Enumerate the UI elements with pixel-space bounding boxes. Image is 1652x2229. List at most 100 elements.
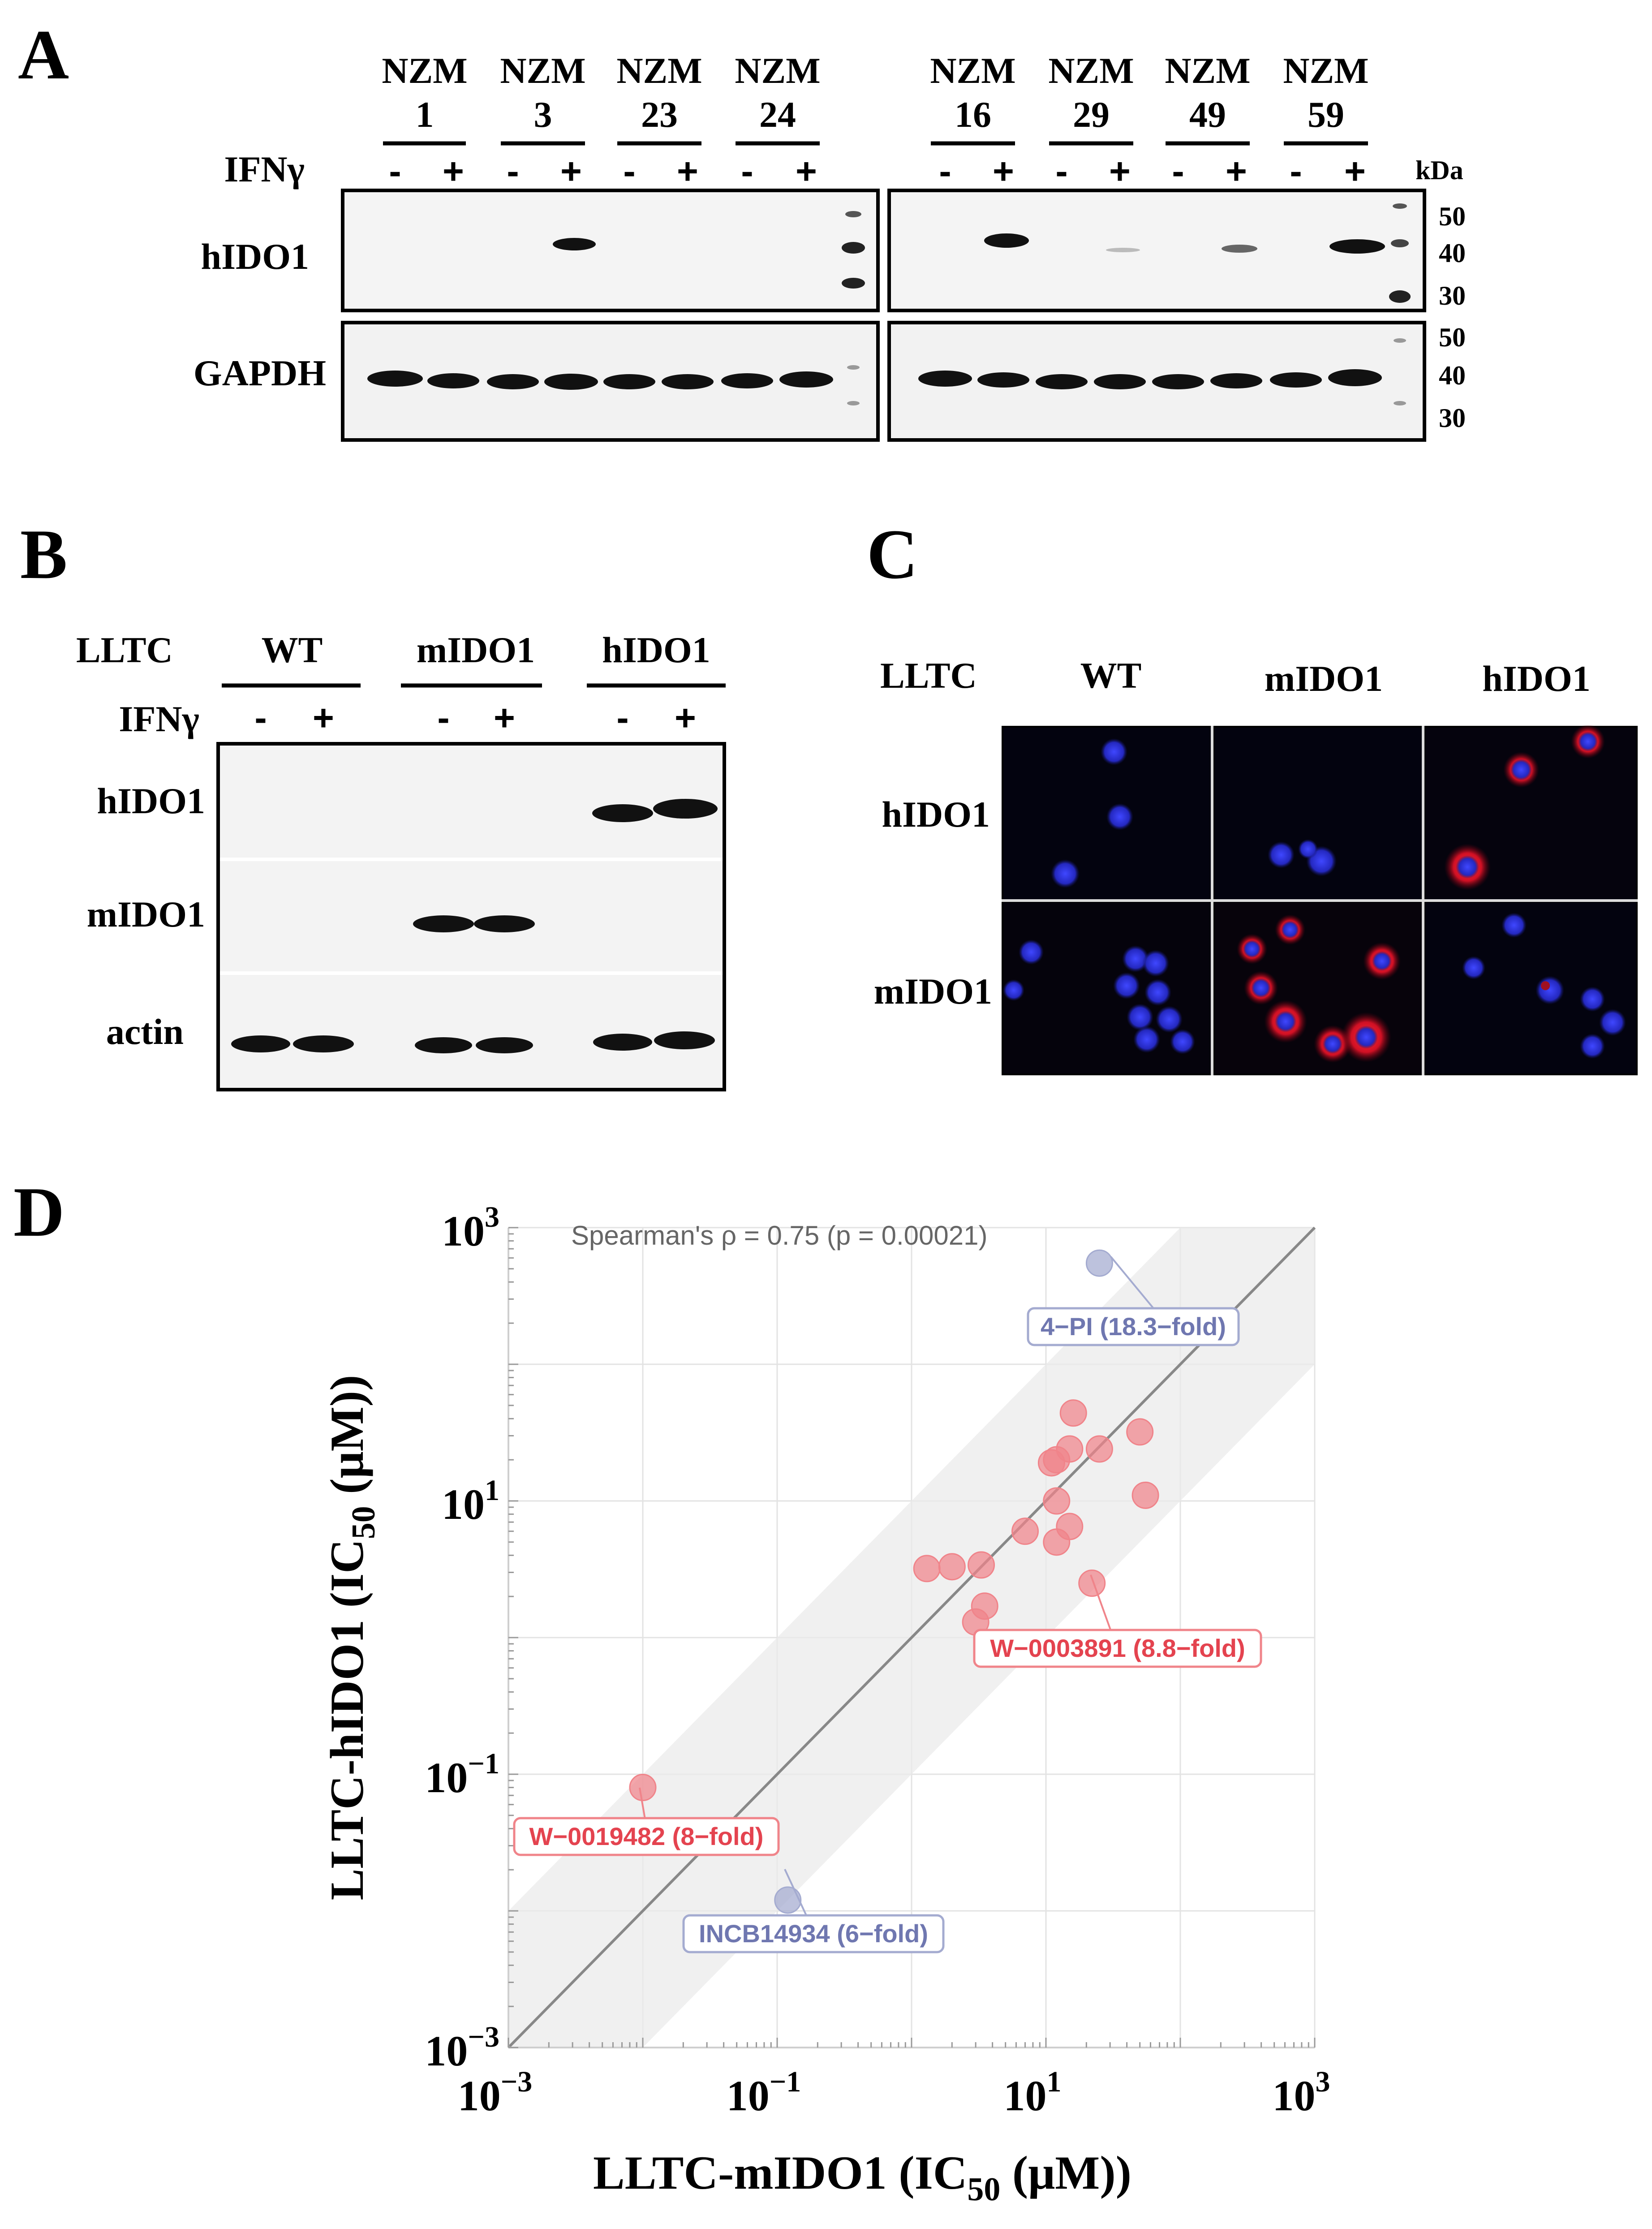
x-tick-exponent: 1 <box>1047 2065 1062 2098</box>
compound-point <box>1059 1399 1087 1427</box>
ifn-minus: - <box>1290 151 1302 192</box>
lane-header-nzm-23: NZM 23 <box>616 50 702 135</box>
compound-point <box>1126 1418 1154 1446</box>
spearman-annotation: Spearman's ρ = 0.75 (p = 0.00021) <box>571 1220 988 1250</box>
callout-label: INCB14934 (6−fold) <box>699 1919 928 1948</box>
y-tick-base: 10 <box>442 1207 485 1255</box>
compound-point <box>913 1555 941 1582</box>
x-tick-exponent: 3 <box>1316 2065 1330 2098</box>
y-axis-label-main: LLTC-hIDO1 (IC <box>321 1539 373 1900</box>
lane-header-text: NZM <box>382 50 467 91</box>
row-label-actin: actin <box>106 1011 184 1052</box>
cells-hido1-mido1 <box>1462 913 1626 1059</box>
lane-header-number: 24 <box>759 94 796 135</box>
ifn-minus: - <box>1172 151 1184 192</box>
y-tick-label: 10−3 <box>425 2021 499 2075</box>
lane-header-text: NZM <box>930 50 1015 91</box>
blot-panel-b <box>216 742 726 1091</box>
x-tick-base: 10 <box>1273 2072 1316 2120</box>
panel-b: B LLTC WT mIDO1 hIDO1 IFNγ - + - + - + hIDO1 … <box>20 515 726 1091</box>
y-axis-label: LLTC-hIDO1 (IC50 (μM)) <box>321 1375 382 1901</box>
y-axis-label-unit: (μM)) <box>321 1375 373 1506</box>
mw-marker: 50 <box>1439 323 1466 352</box>
cells-mido1-mido1 <box>1237 914 1401 1063</box>
row-label-hido1: hIDO1 <box>97 780 205 821</box>
ifn-plus: + <box>560 151 582 192</box>
ifn-treatment-markers: - + - + - + - + - + - + - + - + <box>389 151 1366 192</box>
lane-header-nzm-29: NZM 29 <box>1048 50 1134 135</box>
y-tick-exponent: 1 <box>485 1474 499 1507</box>
kda-label: kDa <box>1415 155 1463 185</box>
ifn-plus: + <box>677 151 698 192</box>
lane-header-number: 1 <box>416 94 434 135</box>
compound-point <box>938 1553 966 1581</box>
ifn-gamma-label: IFNγ <box>224 149 305 190</box>
ifn-plus: + <box>313 698 334 738</box>
x-axis-label-subscript: 50 <box>967 2171 1000 2208</box>
ifn-minus: - <box>1055 151 1067 192</box>
mw-marker: 50 <box>1439 202 1466 231</box>
ifn-gamma-label: IFNγ <box>119 698 199 739</box>
cell-line-label: LLTC <box>880 655 977 696</box>
column-header-mido1: mIDO1 <box>1265 658 1383 699</box>
x-tick-base: 10 <box>458 2072 501 2120</box>
lane-header-number: 49 <box>1189 94 1226 135</box>
lane-header-nzm-16: NZM 16 <box>930 50 1015 135</box>
ifn-plus: + <box>796 151 817 192</box>
ifn-minus: - <box>741 151 753 192</box>
blot-hido1-left <box>341 189 880 312</box>
group-header-mido1: mIDO1 <box>417 629 535 670</box>
micrograph-grid <box>1002 724 1638 1075</box>
panel-c: C LLTC WT mIDO1 hIDO1 hIDO1 mIDO1 <box>867 515 1638 1075</box>
y-tick-label: 103 <box>442 1201 499 1255</box>
gapdh-bands <box>367 369 1382 390</box>
panel-label-c: C <box>867 515 918 594</box>
reference-point <box>774 1886 802 1914</box>
data-points <box>629 1249 1159 1914</box>
callout-incb14934: INCB14934 (6−fold) <box>682 1869 945 1953</box>
x-axis-label: LLTC-mIDO1 (IC50 (μM)) <box>593 2147 1131 2208</box>
ifn-plus: + <box>1226 151 1247 192</box>
callout-label: W−0019482 (8−fold) <box>529 1822 764 1850</box>
callout-4pi: 4−PI (18.3−fold) <box>1027 1256 1240 1346</box>
column-header-hido1: hIDO1 <box>1482 658 1591 699</box>
y-tick-base: 10 <box>425 2027 468 2075</box>
row-label-mido1: mIDO1 <box>874 971 992 1012</box>
lane-header-nzm-1: NZM 1 <box>382 50 467 135</box>
lane-header-nzm-59: NZM 59 <box>1283 50 1368 135</box>
lane-header-text: NZM <box>735 50 820 91</box>
compound-point <box>1011 1518 1039 1545</box>
ifn-plus: + <box>1109 151 1131 192</box>
compound-point <box>1078 1569 1106 1597</box>
mw-marker: 40 <box>1439 238 1466 268</box>
row-label-hido1: hIDO1 <box>201 236 309 277</box>
compound-point <box>1037 1449 1065 1477</box>
group-header-wt: WT <box>262 629 323 670</box>
x-tick-exponent: −3 <box>501 2065 533 2098</box>
cells-hido1-hido1 <box>1444 724 1605 890</box>
cell-line-label: LLTC <box>76 629 173 670</box>
panel-label-b: B <box>20 515 67 594</box>
identity-line <box>507 1226 1316 2049</box>
compound-point <box>1043 1528 1071 1556</box>
x-tick-label: 10−1 <box>727 2065 801 2120</box>
y-tick-exponent: −3 <box>468 2021 499 2053</box>
ifn-minus: - <box>939 151 951 192</box>
lane-header-text: NZM <box>1048 50 1134 91</box>
mw-markers: 50 40 30 50 40 30 <box>1439 202 1466 433</box>
ifn-plus: + <box>443 151 464 192</box>
y-tick-exponent: 3 <box>485 1201 499 1233</box>
ladder-markers <box>842 203 1411 405</box>
x-tick-label: 101 <box>1004 2065 1062 2120</box>
row-label-mido1: mIDO1 <box>87 894 205 935</box>
x-tick-base: 10 <box>727 2072 770 2120</box>
lane-header-number: 3 <box>534 94 552 135</box>
hido1-bands <box>553 233 1385 254</box>
lane-header-number: 59 <box>1308 94 1344 135</box>
x-axis-label-main: LLTC-mIDO1 (IC <box>593 2147 967 2199</box>
ifn-plus: + <box>675 698 696 738</box>
lane-header-nzm-3: NZM 3 <box>500 50 585 135</box>
ifn-minus: - <box>507 151 519 192</box>
